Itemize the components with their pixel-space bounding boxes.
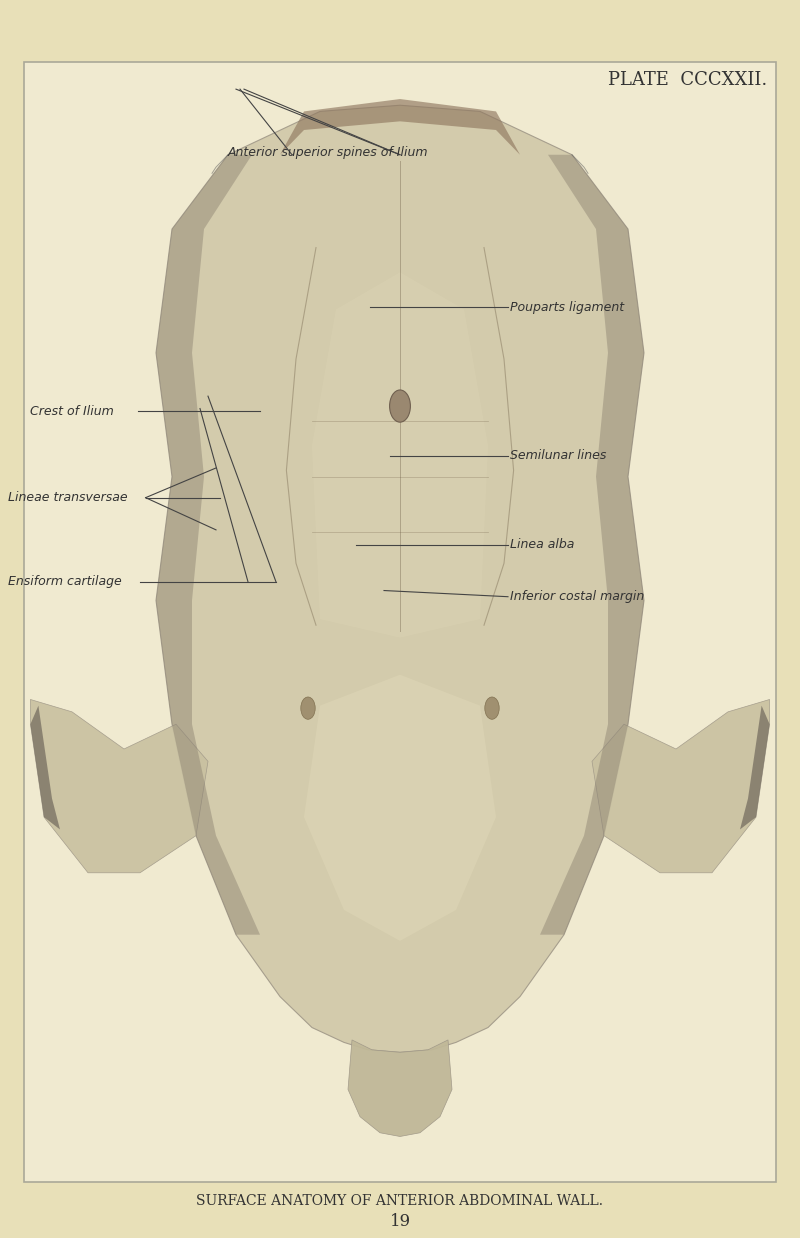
- Polygon shape: [280, 99, 520, 155]
- Polygon shape: [156, 105, 644, 1052]
- Text: Anterior superior spines of Ilium: Anterior superior spines of Ilium: [228, 146, 429, 158]
- Text: Pouparts ligament: Pouparts ligament: [510, 301, 625, 313]
- Text: Linea alba: Linea alba: [510, 539, 574, 551]
- Circle shape: [301, 697, 315, 719]
- Polygon shape: [312, 272, 488, 638]
- Text: Semilunar lines: Semilunar lines: [510, 449, 606, 462]
- Circle shape: [485, 697, 499, 719]
- Polygon shape: [348, 1040, 452, 1136]
- Text: Inferior costal margin: Inferior costal margin: [510, 591, 645, 603]
- Text: PLATE  CCCXXII.: PLATE CCCXXII.: [608, 72, 768, 89]
- Text: Lineae transversae: Lineae transversae: [8, 491, 128, 504]
- Text: 19: 19: [390, 1213, 410, 1231]
- Text: Ensiform cartilage: Ensiform cartilage: [8, 576, 122, 588]
- Polygon shape: [30, 706, 60, 829]
- Text: SURFACE ANATOMY OF ANTERIOR ABDOMINAL WALL.: SURFACE ANATOMY OF ANTERIOR ABDOMINAL WA…: [197, 1193, 603, 1208]
- Polygon shape: [304, 675, 496, 941]
- Polygon shape: [592, 699, 770, 873]
- Polygon shape: [540, 155, 644, 935]
- Polygon shape: [156, 155, 260, 935]
- Polygon shape: [30, 699, 208, 873]
- Text: Crest of Ilium: Crest of Ilium: [30, 405, 114, 417]
- Circle shape: [390, 390, 410, 422]
- Polygon shape: [740, 706, 770, 829]
